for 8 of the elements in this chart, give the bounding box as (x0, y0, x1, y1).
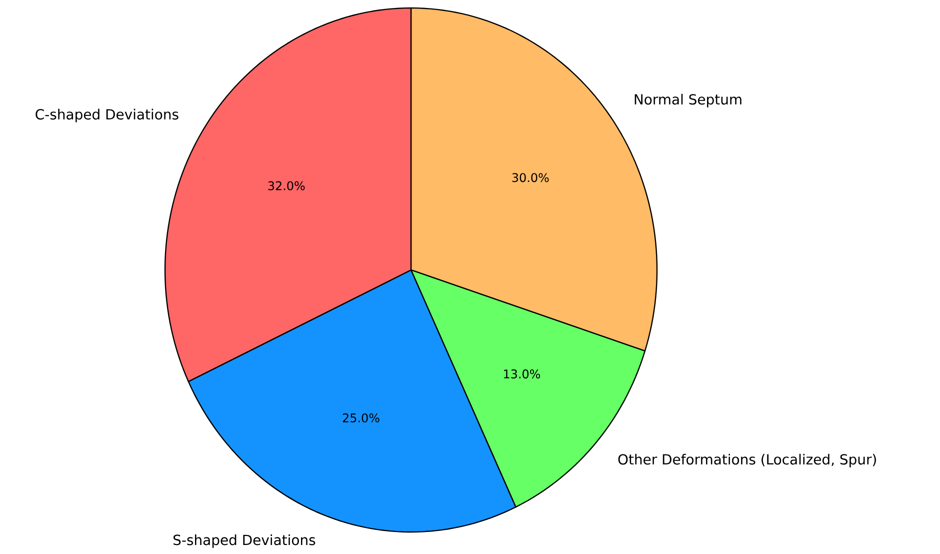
slice-label: S-shaped Deviations (174, 534, 316, 548)
data-label: 25.0% (342, 413, 380, 422)
slice-label: Normal Septum (634, 94, 742, 108)
data-label: 13.0% (504, 369, 540, 378)
data-label: 32.0% (268, 181, 305, 190)
data-label: 30.0% (512, 173, 549, 182)
slice-label: C-shaped Deviations (36, 108, 178, 122)
slice-label: Other Deformations (Localized, Spur) (618, 454, 876, 468)
